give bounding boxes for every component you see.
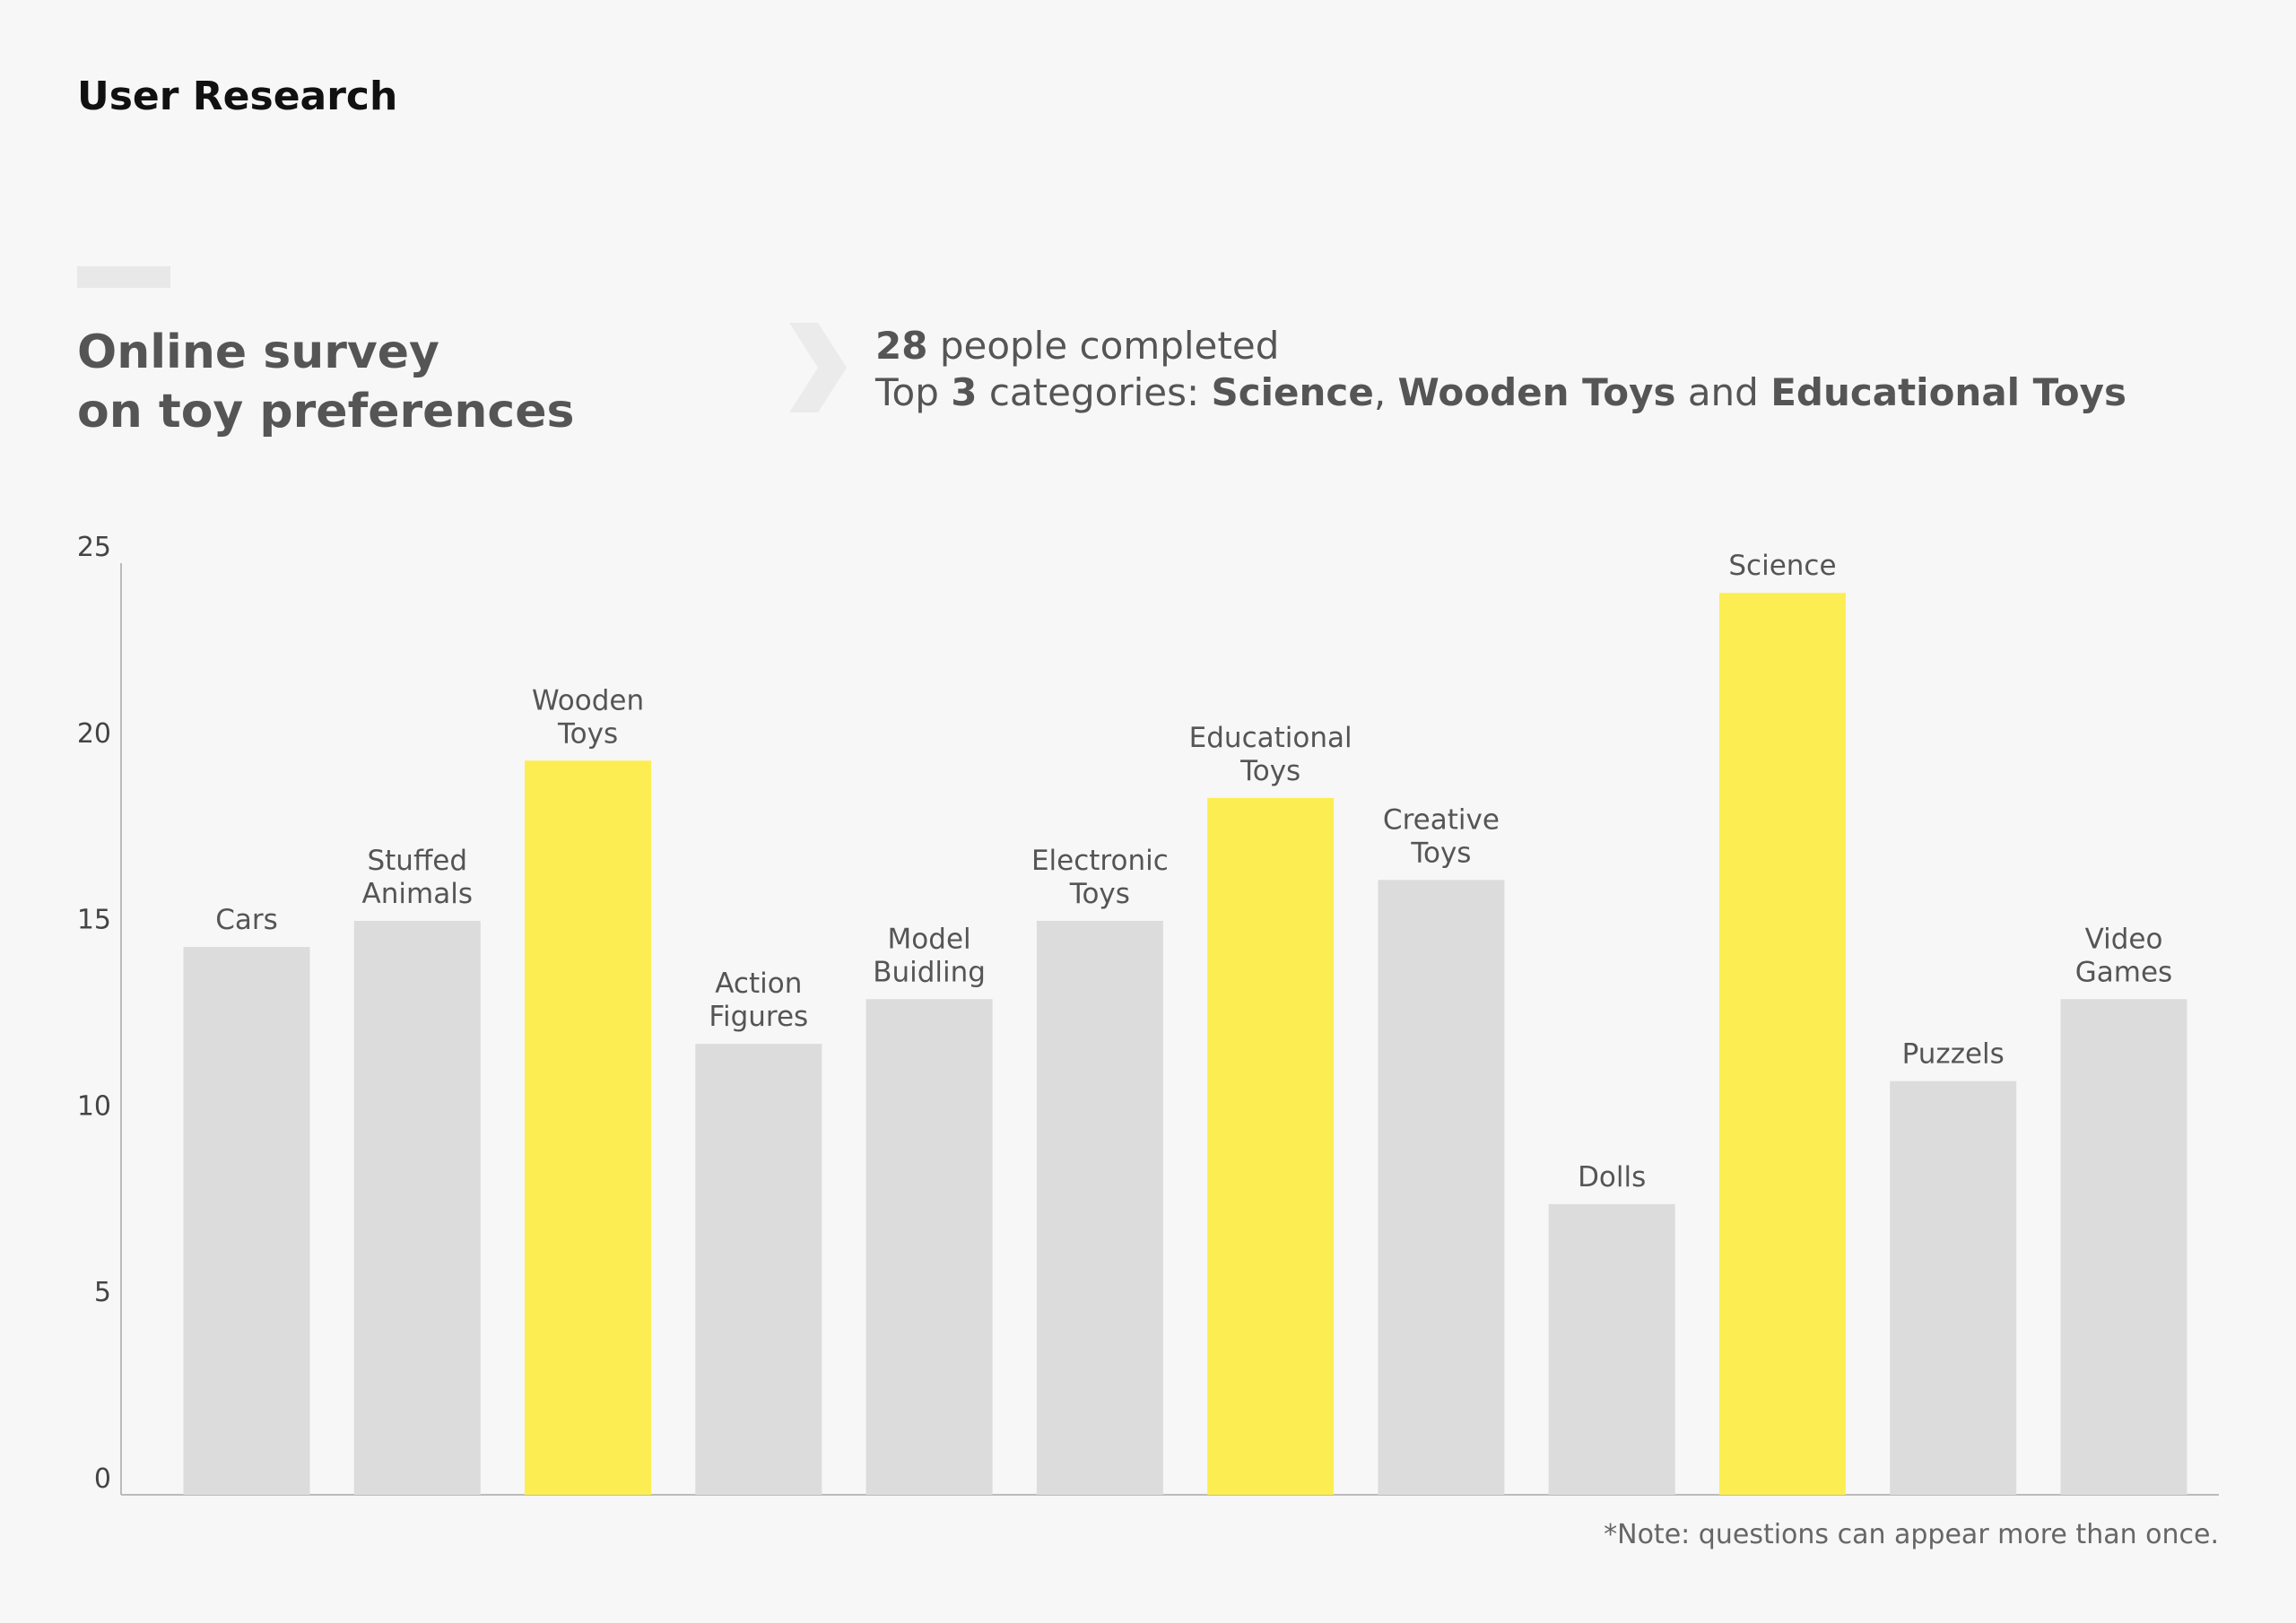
bar [1378,880,1505,1495]
bar [2060,999,2187,1495]
y-tick-label: 15 [77,905,111,936]
bar [1890,1081,2017,1495]
category-label: Electronic [1031,845,1169,877]
y-tick-label: 25 [77,532,111,563]
category-label: Wooden [532,684,644,716]
category-label: Video [2085,923,2163,955]
top-suffix: categories: [988,370,1200,414]
respondent-count: 28 [875,324,928,368]
survey-title: Online survey on toy preferences [77,323,574,441]
bar [353,920,481,1495]
top-category-1: Science [1211,370,1374,414]
category-label: Toys [1069,878,1130,910]
category-label: Dolls [1578,1161,1646,1193]
y-tick-label: 0 [94,1463,111,1495]
category-label: Games [2075,956,2172,988]
bar [525,760,652,1495]
category-label: Animals [362,878,473,910]
category-label: Toys [1410,837,1471,869]
bar [1036,920,1163,1495]
top-separator-1: , [1373,370,1387,414]
category-label: Buidling [873,956,986,988]
summary-line-completed: 28 people completed [875,323,2126,369]
survey-title-line-1: Online survey [77,325,439,379]
bar [865,999,993,1495]
bar [183,947,310,1495]
bar [1548,1203,1675,1495]
category-label: Educational [1189,722,1352,754]
category-label: Stuffed [367,845,467,877]
category-label: Puzzels [1902,1038,2005,1071]
summary-line-top: Top 3 categories: Science, Wooden Toys a… [875,369,2126,416]
category-label: Toys [557,717,618,750]
category-label: Figures [709,1001,808,1033]
category-label: Science [1728,550,1836,582]
category-label: Creative [1383,803,1500,836]
top-prefix: Top [875,370,939,414]
section-label: User Research [77,74,398,119]
top-category-2: Wooden Toys [1397,370,1676,414]
category-label: Cars [215,904,278,936]
top-separator-2: and [1687,370,1759,414]
survey-summary: 28 people completed Top 3 categories: Sc… [875,323,2126,416]
footnote: *Note: questions can appear more than on… [1604,1519,2219,1550]
top-category-3: Educational Toys [1770,370,2126,414]
category-label: Toys [1239,755,1300,787]
bar [1718,593,1846,1495]
y-tick-label: 20 [77,718,111,750]
survey-title-line-2: on toy preferences [77,385,575,438]
category-label: Model [888,923,971,955]
top-number: 3 [951,370,978,414]
bar [1207,797,1335,1495]
y-tick-label: 5 [94,1277,111,1308]
accent-divider [77,266,170,288]
category-label: Action [715,968,802,1000]
y-tick-label: 10 [77,1090,111,1122]
respondent-count-text: people completed [939,324,1280,368]
chevron-right-icon [789,323,847,412]
bar [695,1044,822,1495]
